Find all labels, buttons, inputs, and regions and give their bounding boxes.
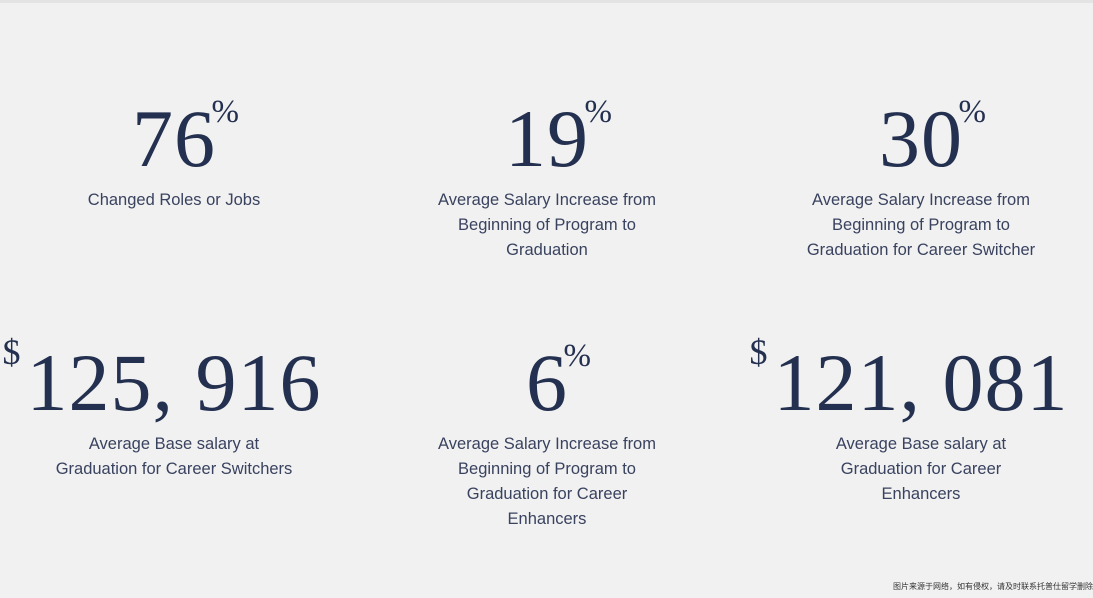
stat-salary-increase-switcher: 30% Average Salary Increase from Beginni…	[771, 93, 1071, 263]
stat-value: 19	[505, 93, 589, 184]
stat-salary-increase-enhancers: 6% Average Salary Increase from Beginnin…	[397, 337, 697, 532]
stat-figure: 19%	[505, 93, 612, 184]
percent-sign: %	[584, 94, 613, 130]
stat-figure: 76%	[132, 93, 239, 184]
stat-value: 30	[879, 93, 963, 184]
stat-base-salary-switchers: $125, 916 Average Base salary at Graduat…	[3, 334, 324, 482]
stat-figure: 30%	[879, 93, 986, 184]
dollar-sign: $	[2, 332, 21, 372]
stat-value: 125, 916	[26, 337, 322, 428]
stat-value: 76	[132, 93, 216, 184]
stat-value: 6	[526, 337, 568, 428]
stat-changed-roles: 76% Changed Roles or Jobs	[24, 93, 324, 213]
percent-sign: %	[211, 94, 240, 130]
stat-figure: 6%	[526, 337, 591, 428]
stat-figure: $125, 916	[3, 334, 322, 428]
stat-label: Changed Roles or Jobs	[87, 191, 261, 209]
top-divider	[0, 0, 1093, 3]
stat-label: Average Salary Increase from Beginning o…	[438, 191, 656, 259]
stat-label: Average Base salary at Graduation for Ca…	[835, 435, 1007, 503]
stat-value: 121, 081	[773, 337, 1069, 428]
percent-sign: %	[563, 338, 592, 374]
stat-salary-increase: 19% Average Salary Increase from Beginni…	[397, 93, 697, 263]
dollar-sign: $	[749, 332, 768, 372]
stat-label: Average Salary Increase from Beginning o…	[806, 191, 1036, 259]
stat-figure: $121, 081	[750, 334, 1069, 428]
watermark-text: 图片来源于网络，如有侵权，请及时联系托普仕留学删除	[893, 582, 1093, 591]
stat-label: Average Base salary at Graduation for Ca…	[55, 435, 293, 478]
stat-label: Average Salary Increase from Beginning o…	[438, 435, 656, 528]
stat-base-salary-enhancers: $121, 081 Average Base salary at Graduat…	[750, 334, 1071, 507]
percent-sign: %	[958, 94, 987, 130]
